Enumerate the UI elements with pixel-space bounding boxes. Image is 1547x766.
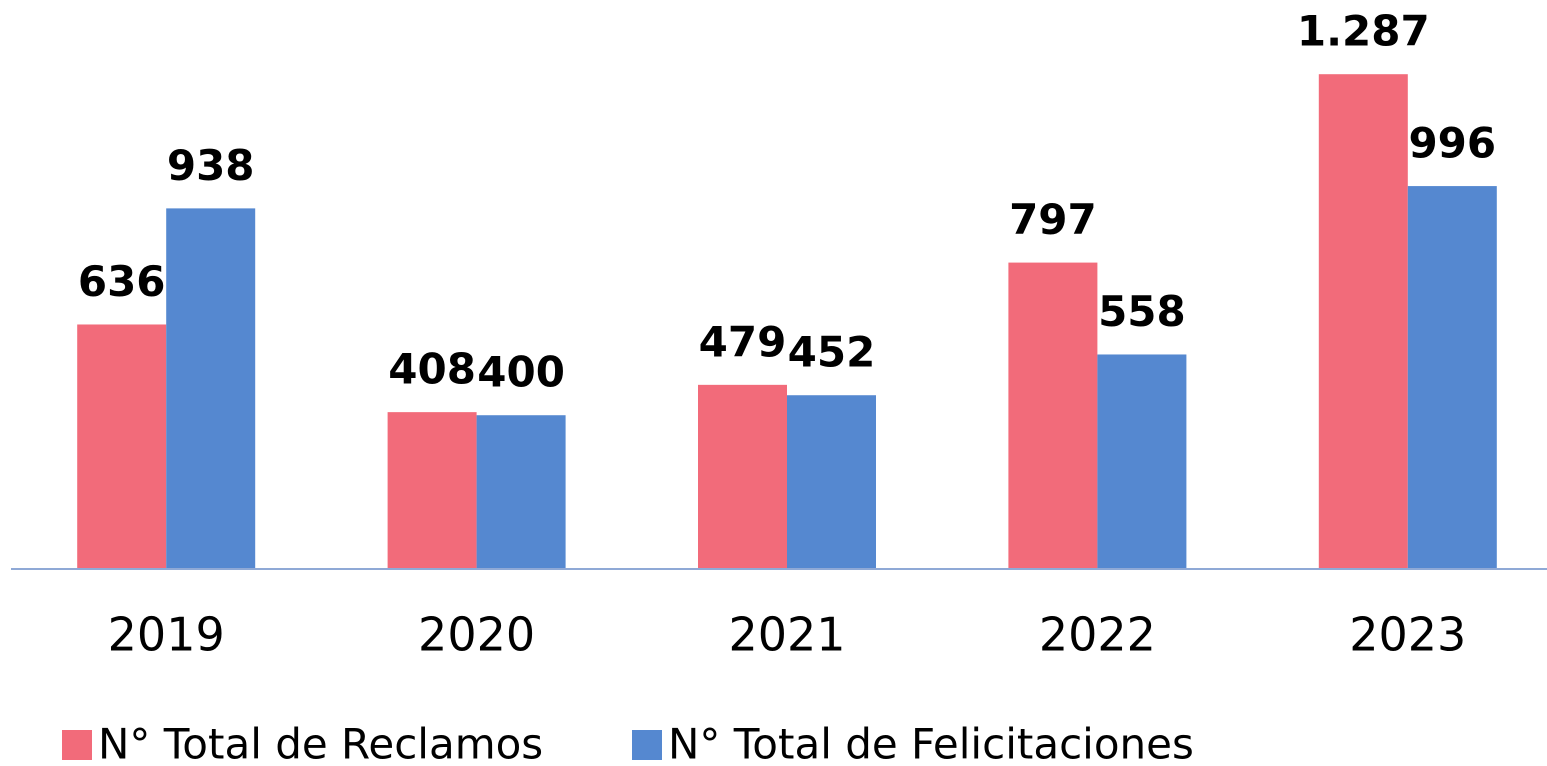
- legend-label: N° Total de Reclamos: [98, 720, 543, 766]
- x-tick-label: 2023: [1349, 608, 1466, 662]
- value-label: 996: [1408, 119, 1496, 168]
- bar: [1008, 262, 1098, 569]
- bar: [476, 415, 566, 569]
- bar: [387, 412, 477, 569]
- value-label: 938: [167, 141, 255, 190]
- bar: [1318, 74, 1408, 569]
- value-label: 558: [1098, 287, 1186, 336]
- x-tick-label: 2021: [728, 608, 845, 662]
- bar: [698, 384, 787, 569]
- bar: [166, 208, 256, 570]
- value-label: 636: [78, 257, 166, 306]
- value-label: 408: [388, 345, 476, 394]
- bar: [1407, 186, 1497, 570]
- x-tick-label: 2020: [418, 608, 535, 662]
- x-tick-label: 2019: [108, 608, 225, 662]
- bar: [77, 324, 167, 569]
- value-label: 400: [477, 348, 565, 397]
- x-tick-label: 2022: [1039, 608, 1156, 662]
- value-label: 1.287: [1297, 7, 1430, 56]
- legend-swatch: [62, 730, 92, 760]
- legend-swatch: [632, 730, 662, 760]
- value-label: 797: [1009, 195, 1097, 244]
- value-label: 479: [699, 317, 787, 366]
- bar: [1097, 354, 1187, 569]
- legend-label: N° Total de Felicitaciones: [668, 720, 1194, 766]
- bar: [787, 395, 876, 569]
- value-label: 452: [788, 328, 876, 377]
